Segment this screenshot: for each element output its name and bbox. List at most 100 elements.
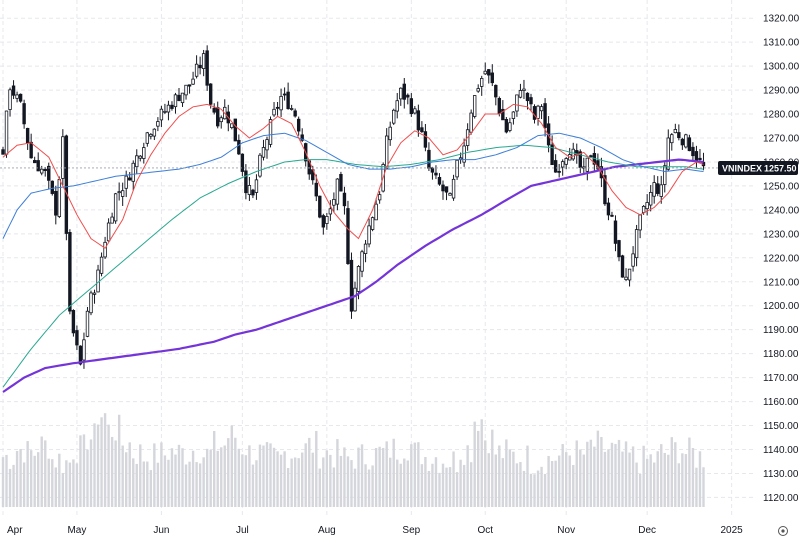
- volume-bar: [561, 444, 564, 507]
- candle-body: [631, 253, 635, 267]
- volume-bar: [153, 443, 156, 507]
- candle-body: [251, 189, 255, 196]
- volume-bar: [184, 464, 188, 507]
- candle-body: [219, 117, 223, 123]
- candle-body: [191, 78, 195, 85]
- volume-bar: [670, 437, 673, 507]
- volume-bar: [44, 440, 47, 507]
- volume-bar: [575, 440, 578, 507]
- y-tick-label: 1210.00: [763, 277, 800, 288]
- candle-body: [349, 259, 354, 312]
- volume-bar: [396, 459, 399, 507]
- volume-bar: [596, 430, 600, 507]
- candle-body: [177, 94, 181, 101]
- x-tick-label: Aug: [318, 525, 336, 536]
- volume-bar: [350, 460, 353, 507]
- volume-bar: [420, 464, 424, 507]
- volume-bar: [251, 464, 255, 507]
- volume-bar: [417, 442, 420, 507]
- candle-body: [71, 310, 76, 334]
- volume-bar: [656, 451, 659, 507]
- candle-body: [399, 87, 403, 100]
- candle-body: [670, 134, 674, 144]
- volume-bar: [406, 460, 409, 507]
- candle-body: [553, 160, 558, 173]
- candle-body: [212, 107, 216, 113]
- volume-bar: [8, 468, 12, 507]
- candle-body: [377, 194, 382, 201]
- candle-body: [480, 78, 484, 87]
- x-tick-label: Sep: [402, 525, 420, 536]
- volume-bar: [617, 439, 621, 507]
- volume-bar: [96, 424, 100, 507]
- candle-body: [444, 186, 449, 193]
- volume-bar: [93, 423, 96, 507]
- volume-bar: [536, 470, 540, 507]
- candle-body: [560, 161, 565, 168]
- volume-bar: [515, 463, 519, 507]
- volume-bar: [374, 448, 378, 507]
- settings-icon-dot: [781, 529, 785, 533]
- volume-bar: [667, 454, 670, 507]
- candle-body: [388, 126, 392, 141]
- candle-body: [43, 168, 47, 171]
- x-tick-label: Jun: [153, 525, 169, 536]
- volume-bar: [276, 451, 279, 507]
- volume-bar: [494, 454, 497, 507]
- volume-bar: [290, 458, 293, 507]
- candle-body: [525, 92, 530, 102]
- volume-bar: [691, 447, 695, 507]
- candle-body: [11, 85, 16, 96]
- volume-bar: [12, 464, 15, 507]
- volume-bar: [258, 444, 262, 507]
- candle-body: [515, 94, 519, 112]
- volume-bar: [572, 464, 575, 507]
- y-tick-label: 1300.00: [763, 62, 800, 73]
- candle-body: [346, 208, 350, 265]
- volume-bar: [343, 447, 346, 507]
- candle-body: [254, 179, 259, 193]
- volume-bar: [424, 457, 427, 507]
- volume-bar: [631, 446, 635, 507]
- candle-body: [585, 157, 590, 172]
- candle-body: [441, 184, 445, 192]
- candle-body: [384, 135, 389, 169]
- candle-body: [332, 198, 336, 206]
- volume-bar: [519, 462, 522, 507]
- volume-bar: [367, 469, 371, 507]
- volume-bar: [635, 462, 638, 507]
- volume-bar: [149, 470, 153, 507]
- last-price-badge-bg: [718, 160, 798, 175]
- candle-body: [490, 72, 494, 84]
- volume-bar: [132, 458, 135, 507]
- volume-bar: [484, 440, 487, 507]
- candle-body: [487, 69, 491, 76]
- volume-bar: [255, 460, 258, 507]
- volume-bar: [674, 442, 677, 507]
- y-tick-label: 1240.00: [763, 205, 800, 216]
- y-tick-label: 1270.00: [763, 133, 800, 144]
- volume-bar: [209, 449, 212, 507]
- volume-bar: [283, 451, 286, 507]
- candle-body: [335, 178, 340, 205]
- volume-bar: [139, 444, 142, 507]
- volume-bar: [191, 450, 195, 507]
- candle-body: [648, 192, 653, 206]
- candle-body: [539, 106, 544, 112]
- candle-body: [694, 151, 699, 162]
- candle-body: [201, 53, 206, 69]
- volume-bar: [26, 441, 29, 507]
- volume-bar: [399, 463, 402, 507]
- volume-bar: [466, 445, 469, 507]
- volume-bar: [628, 452, 631, 507]
- candle-body: [166, 104, 171, 113]
- moving-averages: [0, 103, 756, 393]
- volume-bar: [29, 450, 33, 507]
- candle-body: [230, 123, 234, 129]
- volume-bar: [47, 458, 50, 507]
- candle-body: [645, 202, 649, 210]
- volume-bar: [269, 443, 272, 507]
- candle-body: [18, 93, 23, 102]
